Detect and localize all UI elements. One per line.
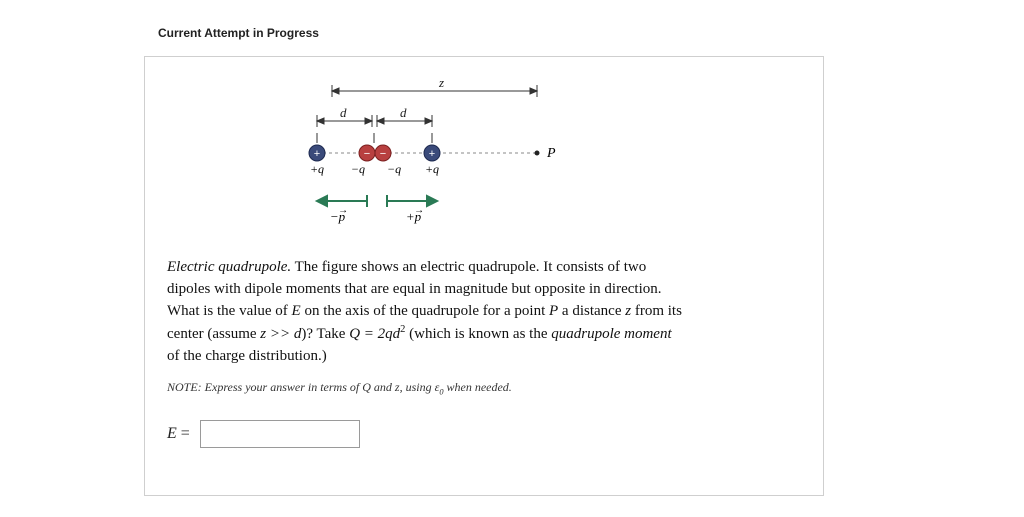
svg-text:P: P — [546, 146, 556, 161]
charge-neg-left: − −q — [351, 145, 375, 176]
quadrupole-figure: z d d — [167, 73, 801, 253]
answer-label: E = — [167, 425, 190, 443]
svg-text:+: + — [429, 148, 435, 160]
problem-container: z d d — [144, 56, 824, 496]
point-p: P — [535, 146, 557, 161]
svg-text:−q: −q — [351, 162, 365, 176]
problem-text: Electric quadrupole. The figure shows an… — [167, 257, 687, 368]
charge-neg-right: − −q — [375, 145, 401, 176]
z-label: z — [438, 75, 444, 90]
svg-text:+: + — [314, 148, 320, 160]
figure-svg: z d d — [167, 73, 803, 253]
answer-input[interactable] — [200, 420, 360, 448]
svg-text:+q: +q — [310, 162, 324, 176]
answer-row: E = — [167, 420, 801, 448]
d-label-right: d — [400, 105, 407, 120]
problem-note: NOTE: Express your answer in terms of Q … — [167, 380, 801, 396]
charge-pos-right: + +q — [424, 145, 440, 176]
svg-text:+q: +q — [425, 162, 439, 176]
attempt-status: Current Attempt in Progress — [158, 26, 319, 40]
dipole-right-arrow — [387, 195, 437, 207]
charge-pos-left: + +q — [309, 145, 325, 176]
d-label-left: d — [340, 105, 347, 120]
svg-text:−q: −q — [387, 162, 401, 176]
svg-text:−: − — [380, 148, 386, 160]
svg-text:−: − — [364, 148, 370, 160]
dipole-neg-label: −p→ — [330, 205, 348, 224]
dipole-pos-label: +p→ — [406, 205, 424, 224]
